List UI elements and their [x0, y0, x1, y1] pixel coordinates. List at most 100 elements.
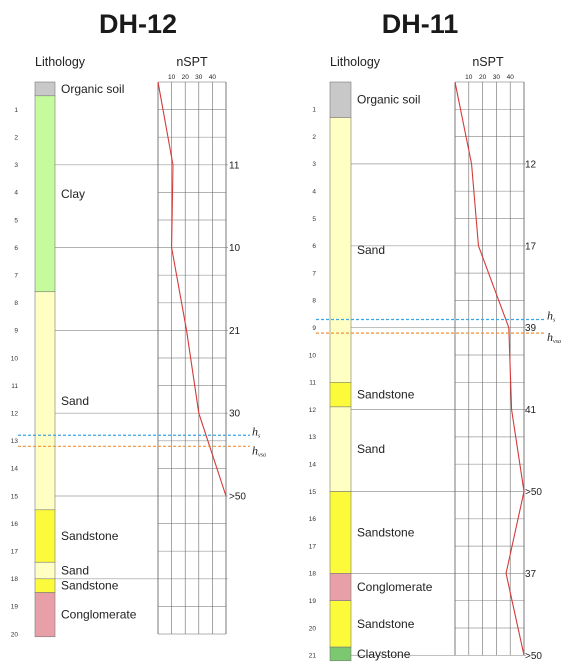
- depth-tick-label: 11: [309, 380, 316, 387]
- nspt-value-label: 12: [525, 159, 537, 170]
- nspt-value-label: 10: [229, 243, 241, 254]
- depth-tick-label: 17: [309, 543, 317, 550]
- layer-label: Clay: [61, 187, 85, 201]
- depth-tick-label: 7: [312, 270, 316, 277]
- log-title: DH-12: [99, 9, 177, 39]
- hs-label: hs: [252, 424, 261, 439]
- depth-tick-label: 12: [11, 411, 19, 418]
- depth-tick-label: 8: [14, 300, 18, 307]
- nspt-tick-label: 20: [479, 74, 487, 81]
- depth-tick-label: 3: [14, 162, 18, 169]
- nspt-value-label: 30: [229, 409, 241, 420]
- layer-conglomerate: [329, 573, 352, 602]
- depth-tick-label: 18: [309, 571, 317, 578]
- layer-label: Sand: [61, 564, 89, 578]
- depth-tick-label: 3: [312, 161, 316, 168]
- layer-label: Sandstone: [61, 529, 119, 543]
- hvsa-label: hvsa: [547, 330, 561, 345]
- layer-sand: [34, 291, 56, 511]
- depth-tick-label: 2: [312, 134, 316, 141]
- depth-tick-label: 16: [309, 516, 317, 523]
- log-title: DH-11: [382, 9, 459, 39]
- nspt-header: nSPT: [176, 55, 208, 69]
- depth-tick-label: 8: [312, 298, 316, 305]
- depth-tick-label: 20: [11, 631, 19, 638]
- depth-tick-label: 9: [312, 325, 316, 332]
- layer-label: Organic soil: [61, 82, 124, 96]
- hvsa-label: hvsa: [252, 443, 266, 458]
- layer-clay: [34, 95, 56, 293]
- depth-tick-label: 7: [14, 273, 18, 280]
- layer-sandstone: [329, 600, 352, 648]
- nspt-value-label: >50: [525, 651, 542, 662]
- depth-tick-label: 5: [312, 216, 316, 223]
- layer-label: Claystone: [357, 647, 411, 661]
- layer-sand: [329, 406, 352, 492]
- nspt-value-label: 11: [229, 160, 240, 171]
- depth-tick-label: 16: [11, 521, 19, 528]
- depth-tick-label: 17: [11, 549, 19, 556]
- layer-sand: [34, 561, 56, 580]
- layer-label: Sand: [357, 442, 385, 456]
- depth-tick-label: 12: [309, 407, 317, 414]
- depth-tick-label: 19: [309, 598, 317, 605]
- layer-sand: [329, 117, 352, 383]
- depth-tick-label: 4: [312, 189, 316, 196]
- depth-tick-label: 10: [11, 355, 19, 362]
- layer-organic-soil: [34, 81, 56, 97]
- depth-tick-label: 6: [14, 245, 18, 252]
- depth-tick-label: 9: [14, 328, 18, 335]
- layer-label: Conglomerate: [61, 608, 137, 622]
- lithology-header: Lithology: [330, 55, 381, 69]
- depth-tick-label: 21: [309, 653, 317, 660]
- layer-label: Sand: [61, 394, 89, 408]
- nspt-tick-label: 30: [195, 74, 203, 81]
- depth-tick-label: 6: [312, 243, 316, 250]
- layer-label: Sandstone: [61, 579, 119, 593]
- nspt-profile-line: [157, 81, 227, 497]
- layer-sandstone: [329, 381, 352, 408]
- depth-tick-label: 11: [11, 383, 18, 390]
- nspt-header: nSPT: [472, 55, 504, 69]
- layer-claystone: [329, 646, 352, 662]
- nspt-value-label: 17: [525, 241, 537, 252]
- depth-tick-label: 5: [14, 217, 18, 224]
- layer-label: Sandstone: [357, 388, 415, 402]
- layer-label: Sandstone: [357, 617, 415, 631]
- depth-tick-label: 1: [312, 107, 316, 114]
- nspt-value-label: >50: [229, 492, 246, 503]
- nspt-value-label: 41: [525, 405, 537, 416]
- depth-tick-label: 13: [309, 434, 317, 441]
- nspt-tick-label: 40: [209, 74, 217, 81]
- nspt-tick-label: 30: [493, 74, 501, 81]
- depth-tick-label: 4: [14, 190, 18, 197]
- nspt-value-label: 37: [525, 569, 537, 580]
- nspt-value-label: >50: [525, 487, 542, 498]
- hs-label: hs: [547, 309, 556, 324]
- nspt-value-label: 21: [229, 326, 241, 337]
- layer-label: Organic soil: [357, 93, 420, 107]
- nspt-value-label: 39: [525, 323, 537, 334]
- nspt-tick-label: 10: [465, 74, 473, 81]
- nspt-tick-label: 40: [507, 74, 515, 81]
- nspt-tick-label: 20: [182, 74, 190, 81]
- layer-conglomerate: [34, 592, 56, 638]
- layer-label: Sand: [357, 243, 385, 257]
- depth-tick-label: 10: [309, 352, 317, 359]
- depth-tick-label: 18: [11, 576, 19, 583]
- layer-label: Sandstone: [357, 525, 415, 539]
- depth-tick-label: 20: [309, 625, 317, 632]
- layer-label: Conglomerate: [357, 580, 433, 594]
- depth-tick-label: 15: [309, 489, 317, 496]
- layer-sandstone: [329, 491, 352, 574]
- depth-tick-label: 1: [14, 107, 18, 114]
- layer-sandstone: [34, 578, 56, 593]
- lithology-header: Lithology: [35, 55, 86, 69]
- nspt-profile-line: [454, 81, 525, 656]
- borehole-panel-dh-11: DH-11 Lithology nSPT 10 20 30 40 Organic soil Sa…: [309, 9, 561, 662]
- depth-tick-label: 14: [11, 466, 19, 473]
- depth-tick-label: 19: [11, 604, 19, 611]
- nspt-tick-label: 10: [168, 74, 176, 81]
